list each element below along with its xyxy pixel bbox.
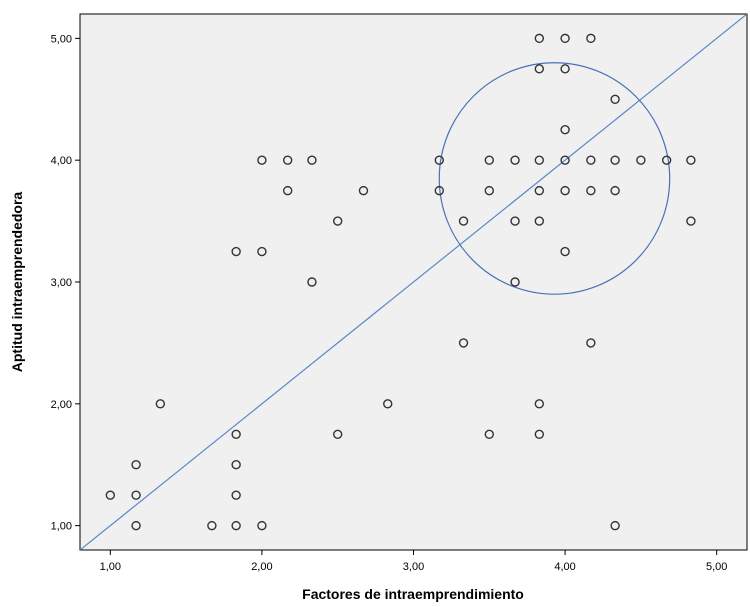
x-tick-label: 1,00 bbox=[100, 561, 121, 573]
data-point bbox=[686, 216, 696, 226]
data-point bbox=[560, 125, 570, 135]
data-point bbox=[231, 429, 241, 439]
data-point bbox=[534, 429, 545, 439]
data-point bbox=[661, 155, 672, 165]
data-point bbox=[484, 185, 494, 196]
data-point bbox=[610, 520, 620, 531]
data-point bbox=[131, 520, 141, 531]
data-point bbox=[257, 246, 267, 257]
data-point bbox=[333, 216, 343, 226]
y-tick-label: 5,00 bbox=[51, 33, 72, 45]
y-tick-label: 1,00 bbox=[51, 521, 72, 533]
data-point bbox=[333, 429, 343, 439]
data-point bbox=[282, 155, 293, 165]
x-axis-title: Factores de intraemprendimiento bbox=[302, 586, 524, 602]
data-point bbox=[383, 399, 393, 409]
data-point bbox=[534, 185, 545, 196]
data-point bbox=[610, 94, 620, 104]
data-point bbox=[586, 33, 596, 44]
data-point bbox=[534, 399, 545, 409]
data-point bbox=[586, 155, 596, 165]
data-point bbox=[484, 429, 494, 439]
data-point bbox=[610, 155, 620, 165]
data-point bbox=[307, 155, 317, 165]
data-point bbox=[560, 33, 570, 44]
data-point bbox=[484, 155, 494, 165]
data-point bbox=[586, 338, 596, 348]
data-point bbox=[358, 185, 369, 196]
data-point bbox=[231, 520, 241, 531]
y-axis-title: Aptitud intraemprendedora bbox=[9, 192, 25, 373]
data-point bbox=[560, 155, 570, 165]
data-point bbox=[105, 490, 116, 500]
data-point bbox=[131, 490, 141, 500]
data-point bbox=[560, 246, 570, 257]
data-point bbox=[458, 216, 469, 226]
data-point bbox=[586, 185, 596, 196]
data-point bbox=[231, 460, 241, 470]
data-point bbox=[534, 155, 545, 165]
x-tick-label: 3,00 bbox=[403, 561, 424, 573]
data-point bbox=[510, 216, 520, 226]
fit-line bbox=[80, 14, 747, 550]
data-point bbox=[231, 490, 241, 500]
data-point bbox=[434, 185, 444, 196]
data-point bbox=[560, 64, 570, 74]
circle-annotation bbox=[438, 62, 671, 295]
data-point bbox=[510, 277, 520, 287]
y-tick-label: 2,00 bbox=[51, 399, 72, 411]
data-point bbox=[207, 520, 217, 531]
data-point bbox=[534, 33, 545, 44]
data-point bbox=[510, 155, 520, 165]
x-tick-label: 2,00 bbox=[251, 561, 272, 573]
y-tick-label: 3,00 bbox=[51, 277, 72, 289]
data-point bbox=[534, 64, 545, 74]
data-point bbox=[307, 277, 317, 287]
data-point bbox=[257, 520, 267, 531]
data-point bbox=[231, 246, 241, 257]
x-tick-label: 5,00 bbox=[706, 561, 727, 573]
data-point bbox=[282, 185, 293, 196]
data-point bbox=[458, 338, 469, 348]
x-tick-label: 4,00 bbox=[554, 561, 575, 573]
data-point bbox=[131, 460, 141, 470]
data-point bbox=[257, 155, 267, 165]
data-point bbox=[534, 216, 545, 226]
data-point bbox=[155, 399, 166, 409]
data-point bbox=[636, 155, 646, 165]
data-point bbox=[560, 185, 570, 196]
data-point bbox=[686, 155, 696, 165]
data-point bbox=[610, 185, 620, 196]
y-tick-label: 4,00 bbox=[51, 155, 72, 167]
data-point bbox=[434, 155, 444, 165]
